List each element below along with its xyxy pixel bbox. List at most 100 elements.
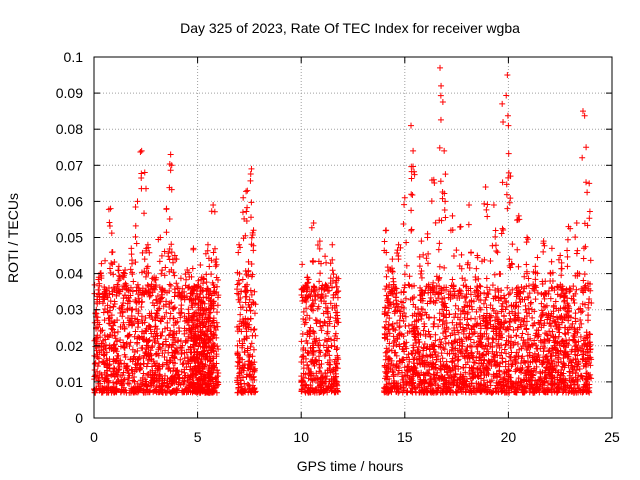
data-point [132, 364, 139, 371]
data-point [236, 359, 243, 366]
data-point [507, 195, 514, 202]
data-point [404, 389, 411, 396]
data-point [431, 342, 438, 349]
data-point [234, 350, 241, 357]
data-point [572, 234, 579, 241]
data-point [505, 366, 512, 373]
data-point [513, 349, 520, 356]
data-point [134, 281, 141, 288]
data-point [500, 376, 507, 383]
data-point [181, 366, 188, 373]
data-point [251, 367, 258, 374]
data-point [251, 359, 258, 366]
data-point [141, 389, 148, 396]
data-point [497, 374, 504, 381]
data-point [450, 382, 457, 389]
data-point [149, 299, 156, 306]
data-point [151, 286, 158, 293]
data-point [457, 374, 464, 381]
data-point [115, 378, 122, 385]
data-point [106, 223, 113, 230]
data-point [203, 279, 210, 286]
data-point [472, 315, 479, 322]
data-point [112, 358, 119, 365]
data-point [548, 353, 555, 360]
data-point [484, 201, 491, 208]
data-point [114, 283, 121, 290]
data-point [185, 360, 192, 367]
data-point [317, 270, 324, 277]
data-point [195, 277, 202, 284]
data-point [500, 227, 507, 234]
data-point [320, 322, 327, 329]
data-point [532, 342, 539, 349]
data-point [94, 372, 101, 379]
data-point [481, 330, 488, 337]
data-point [383, 273, 390, 280]
data-point [142, 376, 149, 383]
data-point [154, 325, 161, 332]
data-point [400, 385, 407, 392]
data-point [242, 299, 249, 306]
data-point [421, 378, 428, 385]
data-point [147, 326, 154, 333]
data-point [466, 370, 473, 377]
data-point [515, 316, 522, 323]
data-point [333, 385, 340, 392]
data-point [387, 366, 394, 373]
data-point [173, 367, 180, 374]
data-point [586, 389, 593, 396]
data-point [416, 310, 423, 317]
data-point [482, 183, 489, 190]
data-point [181, 378, 188, 385]
data-point [310, 328, 317, 335]
data-point [303, 305, 310, 312]
data-point [390, 300, 397, 307]
data-point [192, 300, 199, 307]
data-point [106, 304, 113, 311]
data-point [235, 277, 242, 284]
data-point [110, 271, 117, 278]
data-point [96, 321, 103, 328]
data-point [555, 256, 562, 263]
data-point [464, 350, 471, 357]
data-point [431, 314, 438, 321]
data-point [234, 328, 241, 335]
data-point [163, 289, 170, 296]
data-point [118, 382, 125, 389]
data-point [148, 356, 155, 363]
data-point [417, 361, 424, 368]
data-point [478, 369, 485, 376]
data-point [519, 364, 526, 371]
data-point [504, 284, 511, 291]
data-point [567, 368, 574, 375]
data-point [484, 213, 491, 220]
data-point [206, 295, 213, 302]
data-point [449, 319, 456, 326]
data-point [148, 313, 155, 320]
data-point [171, 272, 178, 279]
data-point [577, 347, 584, 354]
data-point [474, 366, 481, 373]
data-point [314, 305, 321, 312]
data-point [128, 245, 135, 252]
data-point [578, 320, 585, 327]
data-point [108, 325, 115, 332]
data-point [556, 324, 563, 331]
data-point [501, 292, 508, 299]
data-point [134, 324, 141, 331]
data-point [523, 239, 530, 246]
data-point [322, 336, 329, 343]
data-point [99, 388, 106, 395]
data-point [531, 337, 538, 344]
data-point [141, 169, 148, 176]
data-point [580, 245, 587, 252]
data-point [390, 333, 397, 340]
data-point [530, 354, 537, 361]
data-point [161, 272, 168, 279]
data-point [250, 374, 257, 381]
x-tick-label: 5 [194, 429, 202, 445]
data-point [515, 375, 522, 382]
data-point [541, 295, 548, 302]
data-point [585, 312, 592, 319]
